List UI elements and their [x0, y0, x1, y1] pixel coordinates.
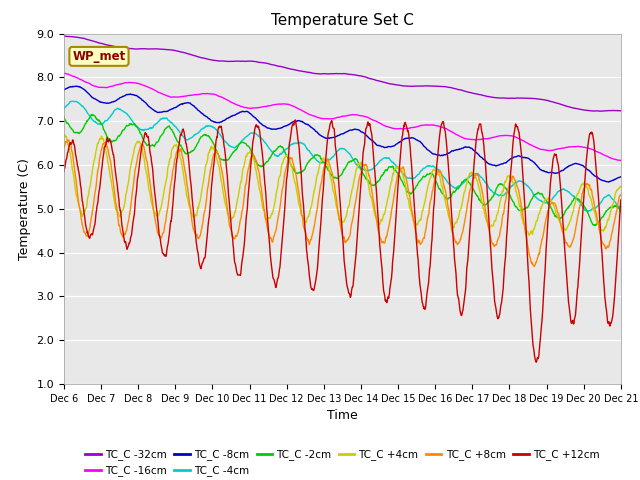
- TC_C -4cm: [617, 206, 625, 212]
- TC_C -16cm: [61, 71, 68, 76]
- TC_C +4cm: [525, 232, 532, 238]
- Text: WP_met: WP_met: [72, 50, 125, 63]
- TC_C +8cm: [552, 202, 559, 207]
- TC_C -4cm: [429, 163, 437, 168]
- TC_C -8cm: [72, 84, 80, 89]
- TC_C -4cm: [584, 208, 592, 214]
- TC_C +4cm: [429, 167, 437, 172]
- Line: TC_C -4cm: TC_C -4cm: [64, 101, 621, 211]
- TC_C +12cm: [292, 117, 300, 123]
- TC_C -2cm: [592, 223, 600, 228]
- TC_C +12cm: [532, 359, 540, 365]
- Line: TC_C -32cm: TC_C -32cm: [64, 36, 621, 111]
- TC_C -8cm: [429, 151, 437, 157]
- TC_C +4cm: [184, 199, 192, 204]
- TC_C -16cm: [502, 132, 509, 138]
- TC_C -32cm: [246, 58, 254, 64]
- TC_C +12cm: [170, 183, 178, 189]
- TC_C -8cm: [246, 111, 254, 117]
- TC_C +8cm: [531, 264, 538, 269]
- TC_C -2cm: [171, 133, 179, 139]
- Title: Temperature Set C: Temperature Set C: [271, 13, 414, 28]
- TC_C -32cm: [60, 33, 68, 39]
- TC_C -4cm: [60, 106, 68, 111]
- Line: TC_C -16cm: TC_C -16cm: [64, 73, 621, 160]
- TC_C -16cm: [184, 93, 192, 98]
- TC_C -16cm: [246, 106, 254, 111]
- TC_C -2cm: [88, 111, 96, 117]
- TC_C -32cm: [617, 108, 625, 114]
- Line: TC_C -2cm: TC_C -2cm: [64, 114, 621, 226]
- TC_C -4cm: [246, 130, 254, 136]
- TC_C -32cm: [551, 100, 559, 106]
- TC_C -8cm: [502, 160, 509, 166]
- TC_C -2cm: [551, 214, 559, 219]
- TC_C -4cm: [184, 136, 192, 142]
- Line: TC_C -8cm: TC_C -8cm: [64, 86, 621, 182]
- TC_C +8cm: [65, 137, 72, 143]
- TC_C -2cm: [617, 209, 625, 215]
- TC_C +12cm: [429, 212, 437, 218]
- TC_C -2cm: [502, 186, 509, 192]
- TC_C +4cm: [552, 208, 559, 214]
- TC_C +8cm: [171, 157, 179, 163]
- X-axis label: Time: Time: [327, 409, 358, 422]
- TC_C +8cm: [617, 192, 625, 197]
- Legend: TC_C -32cm, TC_C -16cm, TC_C -8cm, TC_C -4cm, TC_C -2cm, TC_C +4cm, TC_C +8cm, T: TC_C -32cm, TC_C -16cm, TC_C -8cm, TC_C …: [81, 445, 604, 480]
- TC_C -4cm: [68, 98, 76, 104]
- Y-axis label: Temperature (C): Temperature (C): [18, 158, 31, 260]
- TC_C +12cm: [502, 247, 509, 253]
- TC_C -4cm: [551, 193, 559, 199]
- TC_C -16cm: [429, 122, 437, 128]
- TC_C -16cm: [60, 71, 68, 76]
- TC_C -8cm: [605, 179, 612, 185]
- TC_C +8cm: [60, 144, 68, 150]
- TC_C +12cm: [60, 168, 68, 174]
- TC_C -8cm: [551, 170, 559, 176]
- TC_C -32cm: [184, 51, 191, 57]
- TC_C +4cm: [246, 149, 254, 155]
- TC_C -2cm: [184, 150, 192, 156]
- TC_C +8cm: [502, 197, 509, 203]
- Line: TC_C +12cm: TC_C +12cm: [64, 120, 621, 362]
- TC_C -32cm: [170, 48, 178, 53]
- TC_C +12cm: [617, 197, 625, 203]
- TC_C +4cm: [171, 142, 179, 148]
- TC_C -32cm: [502, 95, 509, 101]
- TC_C +4cm: [60, 132, 68, 138]
- TC_C -2cm: [246, 147, 254, 153]
- TC_C -8cm: [617, 174, 625, 180]
- TC_C +4cm: [61, 132, 68, 138]
- TC_C +8cm: [246, 156, 254, 162]
- TC_C -2cm: [429, 172, 437, 178]
- TC_C +4cm: [617, 184, 625, 190]
- TC_C -2cm: [60, 114, 68, 120]
- TC_C +8cm: [429, 185, 437, 191]
- Line: TC_C +4cm: TC_C +4cm: [64, 135, 621, 235]
- TC_C -16cm: [617, 157, 625, 163]
- TC_C +4cm: [502, 179, 509, 184]
- TC_C -4cm: [502, 190, 509, 196]
- TC_C -8cm: [60, 87, 68, 93]
- TC_C +12cm: [246, 169, 254, 175]
- TC_C -8cm: [171, 105, 179, 110]
- TC_C -8cm: [184, 100, 192, 106]
- TC_C -32cm: [597, 108, 605, 114]
- Line: TC_C +8cm: TC_C +8cm: [64, 140, 621, 266]
- TC_C -32cm: [429, 83, 436, 89]
- TC_C -4cm: [171, 123, 179, 129]
- TC_C +12cm: [184, 150, 191, 156]
- TC_C -16cm: [551, 147, 559, 153]
- TC_C -16cm: [171, 94, 179, 100]
- TC_C +8cm: [184, 190, 192, 195]
- TC_C +12cm: [552, 152, 559, 158]
